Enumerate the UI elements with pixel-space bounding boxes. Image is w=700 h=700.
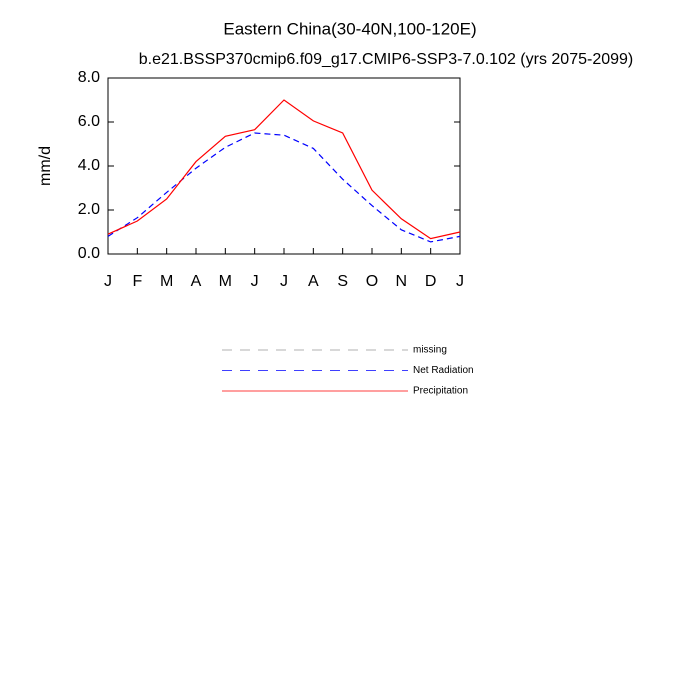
x-tick-label: M [219,273,232,290]
y-tick-label: 4.0 [78,157,100,174]
y-axis-label: mm/d [37,146,54,186]
plot-frame [107,77,461,255]
x-tick-label: S [337,273,348,290]
series-line [107,99,461,240]
x-tick-label: J [280,273,288,290]
x-tick-label: M [160,273,173,290]
y-tick-label: 8.0 [78,69,100,86]
y-tick-label: 2.0 [78,201,100,218]
series-line [107,132,461,243]
x-tick-label: D [425,273,437,290]
x-tick-label: J [104,273,112,290]
chart-title: Eastern China(30-40N,100-120E) [223,19,476,38]
x-tick-label: F [132,273,142,290]
y-tick-label: 6.0 [78,113,100,130]
x-tick-label: O [366,273,378,290]
y-tick-label: 0.0 [78,245,100,262]
x-tick-label: A [308,273,319,290]
x-tick-label: J [456,273,464,290]
x-tick-label: A [191,273,202,290]
legend-label: Net Radiation [413,365,474,376]
legend-label: Precipitation [413,386,468,397]
x-tick-label: J [251,273,259,290]
x-tick-label: N [396,273,408,290]
legend-label: missing [413,345,447,356]
chart-subtitle: b.e21.BSSP370cmip6.f09_g17.CMIP6-SSP3-7.… [139,51,634,68]
